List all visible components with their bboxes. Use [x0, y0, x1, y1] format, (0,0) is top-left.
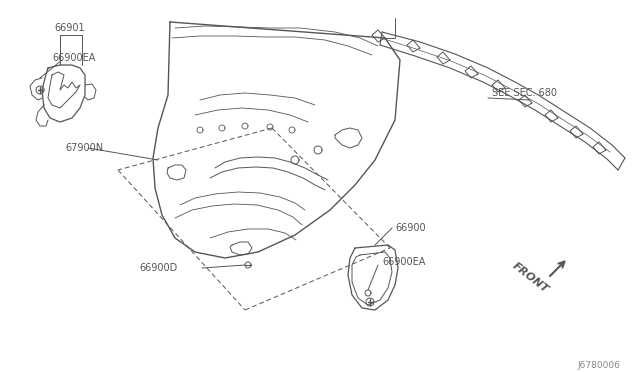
Text: J6780006: J6780006: [577, 360, 620, 369]
Text: 66900D: 66900D: [140, 263, 178, 273]
Text: 66900: 66900: [395, 223, 426, 233]
Text: 66901: 66901: [54, 23, 85, 33]
Text: 66900EA: 66900EA: [52, 53, 95, 63]
Text: SEE SEC. 680: SEE SEC. 680: [492, 88, 557, 98]
Text: 66900EA: 66900EA: [382, 257, 426, 267]
Text: FRONT: FRONT: [510, 261, 550, 295]
Text: 67900N: 67900N: [65, 143, 103, 153]
